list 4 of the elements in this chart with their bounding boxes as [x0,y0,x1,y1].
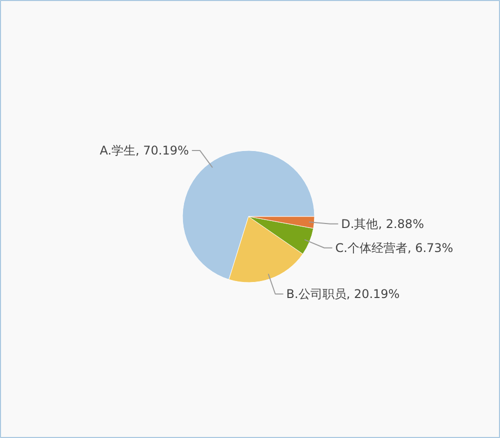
slice-label: C.个体经营者, 6.73% [335,240,454,255]
slice-label: D.其他, 2.88% [341,216,424,231]
slice-label: A.学生, 70.19% [100,143,189,158]
slice-label: B.公司职员, 20.19% [286,287,400,302]
